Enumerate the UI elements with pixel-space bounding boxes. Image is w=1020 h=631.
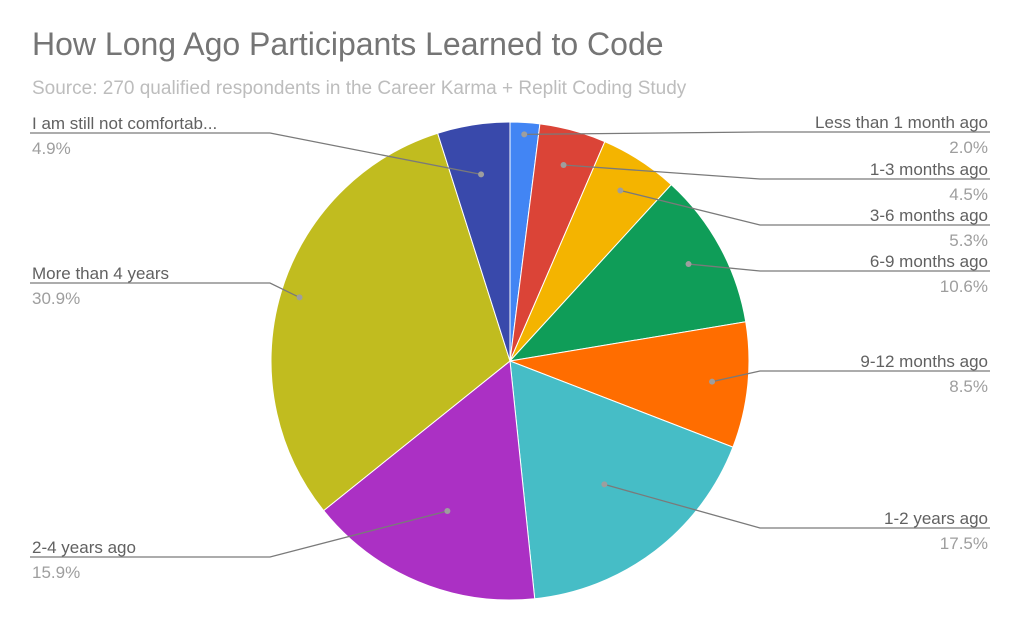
leader-line-1-3-months-ago xyxy=(563,164,990,180)
slice-label-1-3-months-ago: 1-3 months ago xyxy=(870,160,988,179)
slice-value-more-than-4-years: 30.9% xyxy=(32,289,80,308)
leader-line-more-than-4-years xyxy=(30,282,300,298)
leader-dot-more-than-4-years xyxy=(296,294,303,301)
leader-line-i-am-still-not-comfortab xyxy=(30,132,482,176)
slice-label-6-9-months-ago: 6-9 months ago xyxy=(870,252,988,271)
leader-dot-2-4-years-ago xyxy=(444,507,451,514)
leader-dot-9-12-months-ago xyxy=(709,378,716,385)
leader-dot-less-than-1-month-ago xyxy=(521,131,528,138)
slice-value-9-12-months-ago: 8.5% xyxy=(949,377,988,396)
slice-value-i-am-still-not-comfortab: 4.9% xyxy=(32,139,71,158)
slice-label-9-12-months-ago: 9-12 months ago xyxy=(860,352,988,371)
slice-value-3-6-months-ago: 5.3% xyxy=(949,231,988,250)
slice-label-3-6-months-ago: 3-6 months ago xyxy=(870,206,988,225)
pie-slice-6-9-months-ago[interactable] xyxy=(508,183,747,362)
slice-label-1-2-years-ago: 1-2 years ago xyxy=(884,509,988,528)
pie-slice-1-2-years-ago[interactable] xyxy=(509,360,734,600)
leader-line-9-12-months-ago xyxy=(711,370,990,383)
leader-line-3-6-months-ago xyxy=(620,189,990,226)
leader-line-2-4-years-ago xyxy=(30,510,448,558)
pie-slice-2-4-years-ago[interactable] xyxy=(322,360,536,601)
slice-value-less-than-1-month-ago: 2.0% xyxy=(949,138,988,157)
slice-label-2-4-years-ago: 2-4 years ago xyxy=(32,538,136,557)
pie-slice-more-than-4-years[interactable] xyxy=(270,132,511,512)
leader-dot-i-am-still-not-comfortab xyxy=(478,171,485,178)
leader-dot-3-6-months-ago xyxy=(617,187,624,194)
slice-value-2-4-years-ago: 15.9% xyxy=(32,563,80,582)
slice-value-6-9-months-ago: 10.6% xyxy=(940,277,988,296)
chart-title: How Long Ago Participants Learned to Cod… xyxy=(32,26,664,62)
leader-dot-1-2-years-ago xyxy=(601,481,608,488)
leader-line-1-2-years-ago xyxy=(604,483,990,529)
slice-value-1-2-years-ago: 17.5% xyxy=(940,534,988,553)
pie-slices xyxy=(270,121,750,601)
pie-slice-i-am-still-not-comfortab[interactable] xyxy=(437,121,511,362)
slice-label-more-than-4-years: More than 4 years xyxy=(32,264,169,283)
slice-labels: Less than 1 month ago 2.0% 1-3 months ago 4… xyxy=(32,113,988,582)
slice-label-i-am-still-not-comfortab: I am still not comfortab... xyxy=(32,114,217,133)
leader-dot-6-9-months-ago xyxy=(685,261,692,268)
chart-subtitle: Source: 270 qualified respondents in the… xyxy=(32,78,687,99)
pie-slice-9-12-months-ago[interactable] xyxy=(508,321,750,448)
leader-lines xyxy=(30,131,990,558)
slice-value-1-3-months-ago: 4.5% xyxy=(949,185,988,204)
leader-dot-1-3-months-ago xyxy=(560,162,567,169)
leader-line-6-9-months-ago xyxy=(688,263,990,272)
slice-label-less-than-1-month-ago: Less than 1 month ago xyxy=(815,113,988,132)
leader-line-less-than-1-month-ago xyxy=(524,131,990,136)
